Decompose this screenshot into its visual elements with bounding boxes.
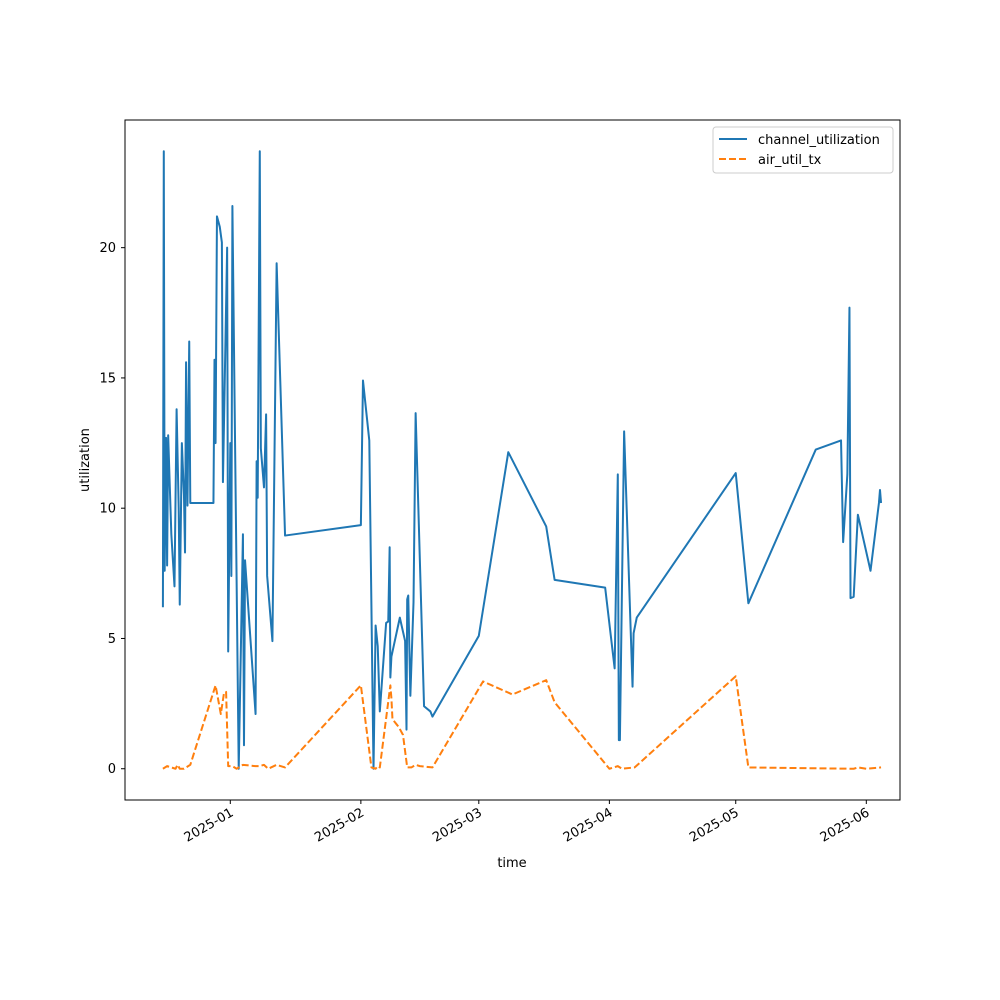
y-axis: 0 5 10 15 20 — [99, 241, 125, 777]
x-axis-label: time — [497, 856, 526, 871]
y-tick-label: 5 — [108, 632, 116, 647]
y-axis-label: utilization — [78, 428, 93, 492]
plot-frame — [124, 119, 901, 801]
y-tick-label: 0 — [108, 762, 116, 777]
y-tick-label: 15 — [99, 371, 116, 386]
legend-box — [712, 126, 894, 174]
legend: channel_utilization air_util_tx — [712, 126, 894, 174]
legend-label-channel-utilization: channel_utilization — [758, 133, 880, 148]
series-layer — [161, 150, 883, 770]
series-line-channel-utilization — [161, 150, 883, 770]
legend-label-air-util-tx: air_util_tx — [758, 153, 822, 168]
y-tick-label: 20 — [99, 241, 116, 256]
y-tick-label: 10 — [99, 502, 116, 517]
